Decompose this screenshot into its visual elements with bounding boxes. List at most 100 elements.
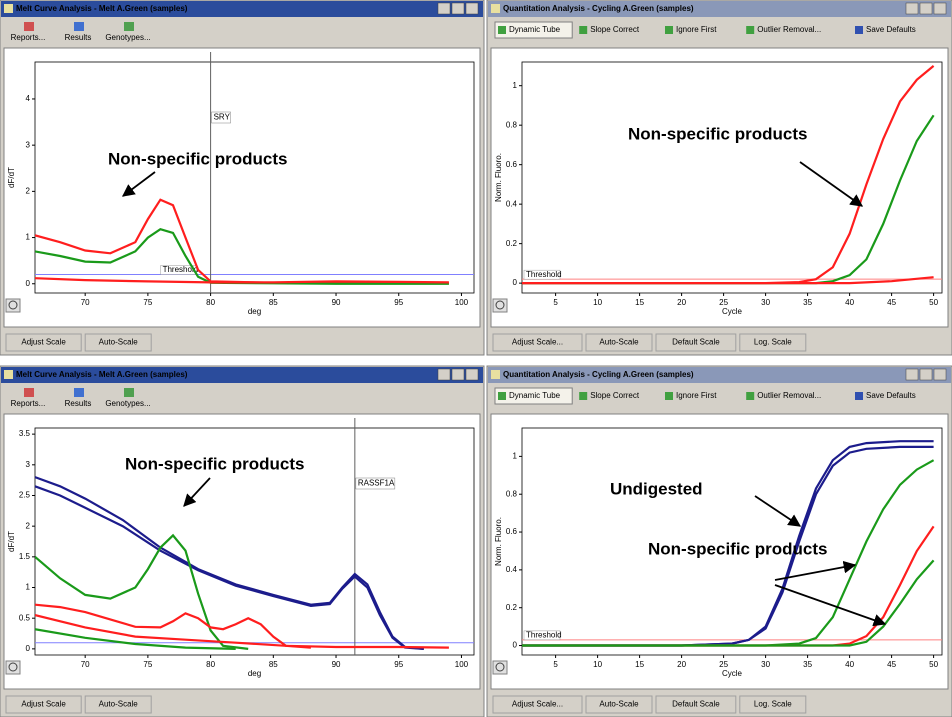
toolbar-icon xyxy=(665,392,673,400)
bottom-button[interactable]: Auto-Scale xyxy=(99,700,139,709)
toolbar-icon xyxy=(746,26,754,34)
window-control[interactable] xyxy=(906,3,918,14)
bottom-button[interactable]: Auto-Scale xyxy=(599,700,639,709)
y-tick-label: 0.4 xyxy=(506,565,518,574)
marker-label: RASSF1A xyxy=(358,479,395,488)
annotation: Non-specific products xyxy=(648,539,827,558)
y-tick-label: 3.5 xyxy=(19,429,31,438)
toolbar-icon xyxy=(665,26,673,34)
toolbar-icon[interactable] xyxy=(24,22,34,31)
x-tick-label: 15 xyxy=(635,298,644,307)
toolbar-button[interactable]: Reports... xyxy=(11,399,46,408)
y-tick-label: 0.5 xyxy=(19,613,31,622)
window-control[interactable] xyxy=(934,369,946,380)
annotation: Non-specific products xyxy=(628,124,807,143)
window-title: Melt Curve Analysis - Melt A.Green (samp… xyxy=(16,4,188,13)
x-tick-label: 15 xyxy=(635,660,644,669)
x-tick-label: 95 xyxy=(394,660,403,669)
y-tick-label: 1 xyxy=(513,451,518,460)
window-control[interactable] xyxy=(438,3,450,14)
y-tick-label: 1.5 xyxy=(19,552,31,561)
x-tick-label: 90 xyxy=(332,660,341,669)
toolbar-button[interactable]: Ignore First xyxy=(676,391,717,400)
toolbar-button[interactable]: Outlier Removal... xyxy=(757,391,821,400)
window-control[interactable] xyxy=(906,369,918,380)
x-tick-label: 85 xyxy=(269,660,278,669)
window-title: Melt Curve Analysis - Melt A.Green (samp… xyxy=(16,370,188,379)
x-axis-label: deg xyxy=(248,669,261,678)
bottom-button[interactable]: Log. Scale xyxy=(754,700,792,709)
toolbar-button[interactable]: Genotypes... xyxy=(105,33,150,42)
bottom-button[interactable]: Adjust Scale xyxy=(21,338,66,347)
x-tick-label: 50 xyxy=(929,298,938,307)
y-tick-label: 3 xyxy=(26,140,31,149)
window-control[interactable] xyxy=(920,3,932,14)
window-title: Quantitation Analysis - Cycling A.Green … xyxy=(503,4,694,13)
toolbar-icon[interactable] xyxy=(74,388,84,397)
toolbar-button[interactable]: Save Defaults xyxy=(866,391,916,400)
window-control[interactable] xyxy=(466,369,478,380)
screenshot: Melt Curve Analysis - Melt A.Green (samp… xyxy=(0,0,952,717)
bottom-button[interactable]: Adjust Scale xyxy=(21,700,66,709)
x-tick-label: 70 xyxy=(81,660,90,669)
toolbar-icon xyxy=(746,392,754,400)
toolbar-button[interactable]: Results xyxy=(65,33,92,42)
toolbar-icon xyxy=(579,26,587,34)
window-control[interactable] xyxy=(452,369,464,380)
y-tick-label: 0.2 xyxy=(506,239,518,248)
bottom-button[interactable]: Auto-Scale xyxy=(599,338,639,347)
toolbar-icon[interactable] xyxy=(74,22,84,31)
window-control[interactable] xyxy=(466,3,478,14)
x-tick-label: 70 xyxy=(81,298,90,307)
window-control[interactable] xyxy=(438,369,450,380)
x-tick-label: 10 xyxy=(593,660,602,669)
threshold-label: Threshold xyxy=(526,270,562,279)
x-axis-label: deg xyxy=(248,307,261,316)
window-icon xyxy=(491,4,500,13)
page: Melt Curve Analysis - Melt A.Green (samp… xyxy=(0,0,952,717)
chart-panel xyxy=(4,48,480,327)
bottom-button[interactable]: Default Scale xyxy=(672,700,720,709)
toolbar-button[interactable]: Slope Correct xyxy=(590,391,640,400)
toolbar-button[interactable]: Slope Correct xyxy=(590,25,640,34)
bottom-button[interactable]: Auto-Scale xyxy=(99,338,139,347)
toolbar-button[interactable]: Save Defaults xyxy=(866,25,916,34)
y-tick-label: 2 xyxy=(26,521,31,530)
toolbar-icon[interactable] xyxy=(124,22,134,31)
toolbar-button[interactable]: Results xyxy=(65,399,92,408)
toolbar-button[interactable]: Dynamic Tube xyxy=(509,25,561,34)
toolbar-button[interactable]: Outlier Removal... xyxy=(757,25,821,34)
annotation: Undigested xyxy=(610,479,703,498)
bottom-button[interactable]: Default Scale xyxy=(672,338,720,347)
toolbar-icon xyxy=(498,26,506,34)
x-tick-label: 30 xyxy=(761,298,770,307)
bottom-button[interactable]: Log. Scale xyxy=(754,338,792,347)
y-axis-label: dF/dT xyxy=(7,531,16,552)
window-control[interactable] xyxy=(920,369,932,380)
toolbar-icon xyxy=(855,26,863,34)
x-tick-label: 45 xyxy=(887,298,896,307)
window-control[interactable] xyxy=(934,3,946,14)
window-control[interactable] xyxy=(452,3,464,14)
x-tick-label: 100 xyxy=(455,660,469,669)
x-tick-label: 100 xyxy=(455,298,469,307)
y-tick-label: 3 xyxy=(26,460,31,469)
y-tick-label: 0.4 xyxy=(506,199,518,208)
toolbar-icon xyxy=(498,392,506,400)
y-tick-label: 0.8 xyxy=(506,489,518,498)
bottom-button[interactable]: Adjust Scale... xyxy=(512,338,563,347)
x-tick-label: 75 xyxy=(143,660,152,669)
bottom-button[interactable]: Adjust Scale... xyxy=(512,700,563,709)
toolbar-button[interactable]: Ignore First xyxy=(676,25,717,34)
y-tick-label: 0.6 xyxy=(506,527,518,536)
y-tick-label: 1 xyxy=(26,583,31,592)
toolbar-icon[interactable] xyxy=(124,388,134,397)
toolbar-button[interactable]: Reports... xyxy=(11,33,46,42)
y-tick-label: 0 xyxy=(26,279,31,288)
toolbar-button[interactable]: Dynamic Tube xyxy=(509,391,561,400)
y-axis-label: dF/dT xyxy=(7,167,16,188)
toolbar-button[interactable]: Genotypes... xyxy=(105,399,150,408)
y-axis-label: Norm. Fluoro. xyxy=(494,517,503,566)
x-tick-label: 35 xyxy=(803,660,812,669)
toolbar-icon[interactable] xyxy=(24,388,34,397)
